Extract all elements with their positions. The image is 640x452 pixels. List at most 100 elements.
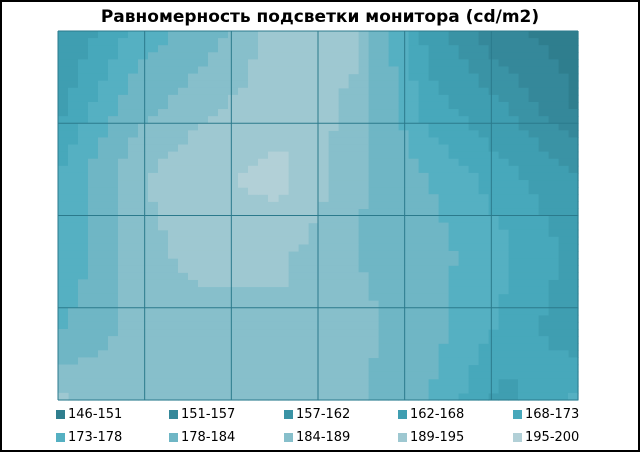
contour-cell	[308, 158, 319, 167]
contour-cell	[528, 123, 539, 131]
contour-cell	[108, 279, 119, 288]
contour-cell	[498, 307, 509, 316]
contour-cell	[358, 66, 369, 75]
contour-cell	[438, 265, 449, 273]
contour-cell	[98, 229, 109, 238]
contour-cell	[248, 371, 259, 380]
contour-cell	[458, 279, 469, 288]
contour-cell	[198, 378, 209, 387]
contour-cell	[378, 385, 389, 394]
contour-cell	[258, 66, 269, 75]
contour-cell	[488, 385, 499, 394]
contour-cell	[448, 364, 459, 373]
contour-cell	[298, 165, 309, 174]
contour-cell	[558, 165, 569, 174]
contour-cell	[148, 258, 159, 266]
contour-cell	[208, 336, 219, 344]
contour-cell	[328, 236, 339, 245]
contour-cell	[118, 151, 129, 160]
contour-cell	[348, 116, 359, 124]
contour-cell	[398, 371, 409, 380]
contour-cell	[318, 144, 329, 153]
contour-cell	[168, 52, 179, 60]
contour-cell	[298, 378, 309, 387]
contour-cell	[218, 350, 229, 359]
contour-cell	[288, 144, 299, 153]
contour-cell	[138, 307, 149, 316]
contour-cell	[558, 151, 569, 160]
contour-cell	[208, 144, 219, 153]
contour-cell	[408, 101, 419, 110]
contour-cell	[148, 272, 159, 280]
legend-item: 195-200	[513, 430, 579, 445]
contour-cell	[498, 208, 509, 217]
contour-cell	[548, 158, 559, 167]
contour-cell	[158, 243, 169, 252]
contour-cell	[538, 236, 549, 245]
contour-cell	[318, 314, 329, 323]
contour-cell	[528, 151, 539, 160]
contour-cell	[408, 215, 419, 224]
contour-cell	[398, 336, 409, 344]
contour-cell	[198, 137, 209, 146]
contour-cell	[178, 123, 189, 131]
contour-cell	[138, 343, 149, 351]
contour-cell	[548, 307, 559, 316]
contour-cell	[548, 364, 559, 373]
contour-cell	[408, 336, 419, 344]
contour-cell	[228, 392, 239, 401]
contour-cell	[108, 250, 119, 259]
contour-cell	[438, 73, 449, 82]
contour-cell	[148, 101, 159, 110]
contour-cell	[458, 116, 469, 124]
contour-cell	[388, 272, 399, 280]
contour-cell	[248, 31, 259, 39]
contour-cell	[378, 94, 389, 103]
contour-cell	[498, 222, 509, 231]
contour-cell	[388, 357, 399, 366]
contour-cell	[298, 66, 309, 75]
contour-cell	[458, 392, 469, 401]
contour-cell	[568, 59, 579, 68]
contour-cell	[438, 144, 449, 153]
contour-cell	[128, 194, 139, 202]
contour-cell	[88, 300, 99, 309]
contour-cell	[268, 158, 279, 167]
contour-cell	[288, 31, 299, 39]
contour-cell	[138, 293, 149, 302]
contour-cell	[268, 151, 279, 160]
contour-cell	[388, 116, 399, 124]
contour-cell	[208, 73, 219, 82]
contour-cell	[278, 236, 289, 245]
contour-cell	[188, 392, 199, 401]
contour-cell	[208, 236, 219, 245]
contour-cell	[148, 300, 159, 309]
contour-cell	[288, 172, 299, 181]
contour-cell	[98, 392, 109, 401]
contour-cell	[558, 236, 569, 245]
contour-cell	[278, 364, 289, 373]
contour-cell	[118, 307, 129, 316]
contour-cell	[508, 52, 519, 60]
contour-cell	[508, 151, 519, 160]
contour-cell	[278, 172, 289, 181]
contour-cell	[198, 194, 209, 202]
contour-cell	[228, 59, 239, 68]
contour-cell	[518, 300, 529, 309]
contour-cell	[378, 137, 389, 146]
contour-cell	[298, 329, 309, 337]
contour-cell	[538, 130, 549, 139]
contour-cell	[398, 45, 409, 53]
contour-cell	[568, 137, 579, 146]
contour-cell	[348, 392, 359, 401]
contour-cell	[88, 187, 99, 195]
contour-cell	[488, 343, 499, 351]
contour-cell	[168, 300, 179, 309]
contour-cell	[388, 265, 399, 273]
contour-cell	[488, 392, 499, 401]
contour-cell	[318, 364, 329, 373]
contour-cell	[508, 87, 519, 96]
contour-cell	[98, 101, 109, 110]
contour-cell	[508, 123, 519, 131]
contour-cell	[408, 300, 419, 309]
